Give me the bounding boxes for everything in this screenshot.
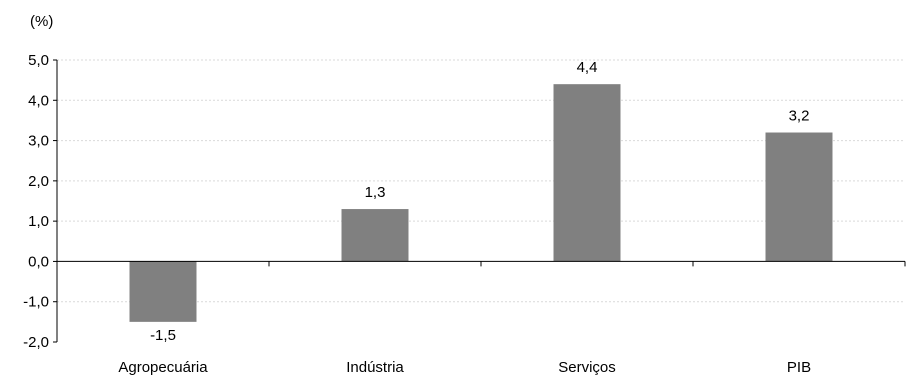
bars xyxy=(129,84,833,322)
data-label: 1,3 xyxy=(365,184,386,201)
data-label: 3,2 xyxy=(789,108,810,125)
category-label: Agropecuária xyxy=(118,359,208,376)
bar-serviços xyxy=(553,84,621,262)
y-axis-ticks: 5,0 4,0 3,0 2,0 1,0 0,0 -1,0 -2,0 xyxy=(23,52,57,351)
y-unit-label: (%) xyxy=(30,13,53,30)
y-tick-label: 3,0 xyxy=(28,133,49,150)
gridlines xyxy=(57,59,905,303)
y-tick-label: 2,0 xyxy=(28,173,49,190)
y-tick-label: -1,0 xyxy=(23,294,49,311)
category-label: Serviços xyxy=(558,359,616,376)
y-tick-label: -2,0 xyxy=(23,334,49,351)
axes xyxy=(56,60,906,342)
y-tick-label: 0,0 xyxy=(28,253,49,270)
data-label: 4,4 xyxy=(577,59,598,76)
y-tick-label: 4,0 xyxy=(28,92,49,109)
bar-indústria xyxy=(341,209,409,262)
y-tick-label: 5,0 xyxy=(28,52,49,69)
y-tick-label: 1,0 xyxy=(28,213,49,230)
category-label: PIB xyxy=(787,359,811,376)
category-label: Indústria xyxy=(346,359,404,376)
labels: -1,5 Agropecuária 1,3 Indústria 4,4 Serviços 3… xyxy=(118,59,811,376)
bar-pib xyxy=(765,132,833,262)
data-label: -1,5 xyxy=(150,327,176,344)
bar-agropecuária xyxy=(129,261,197,322)
